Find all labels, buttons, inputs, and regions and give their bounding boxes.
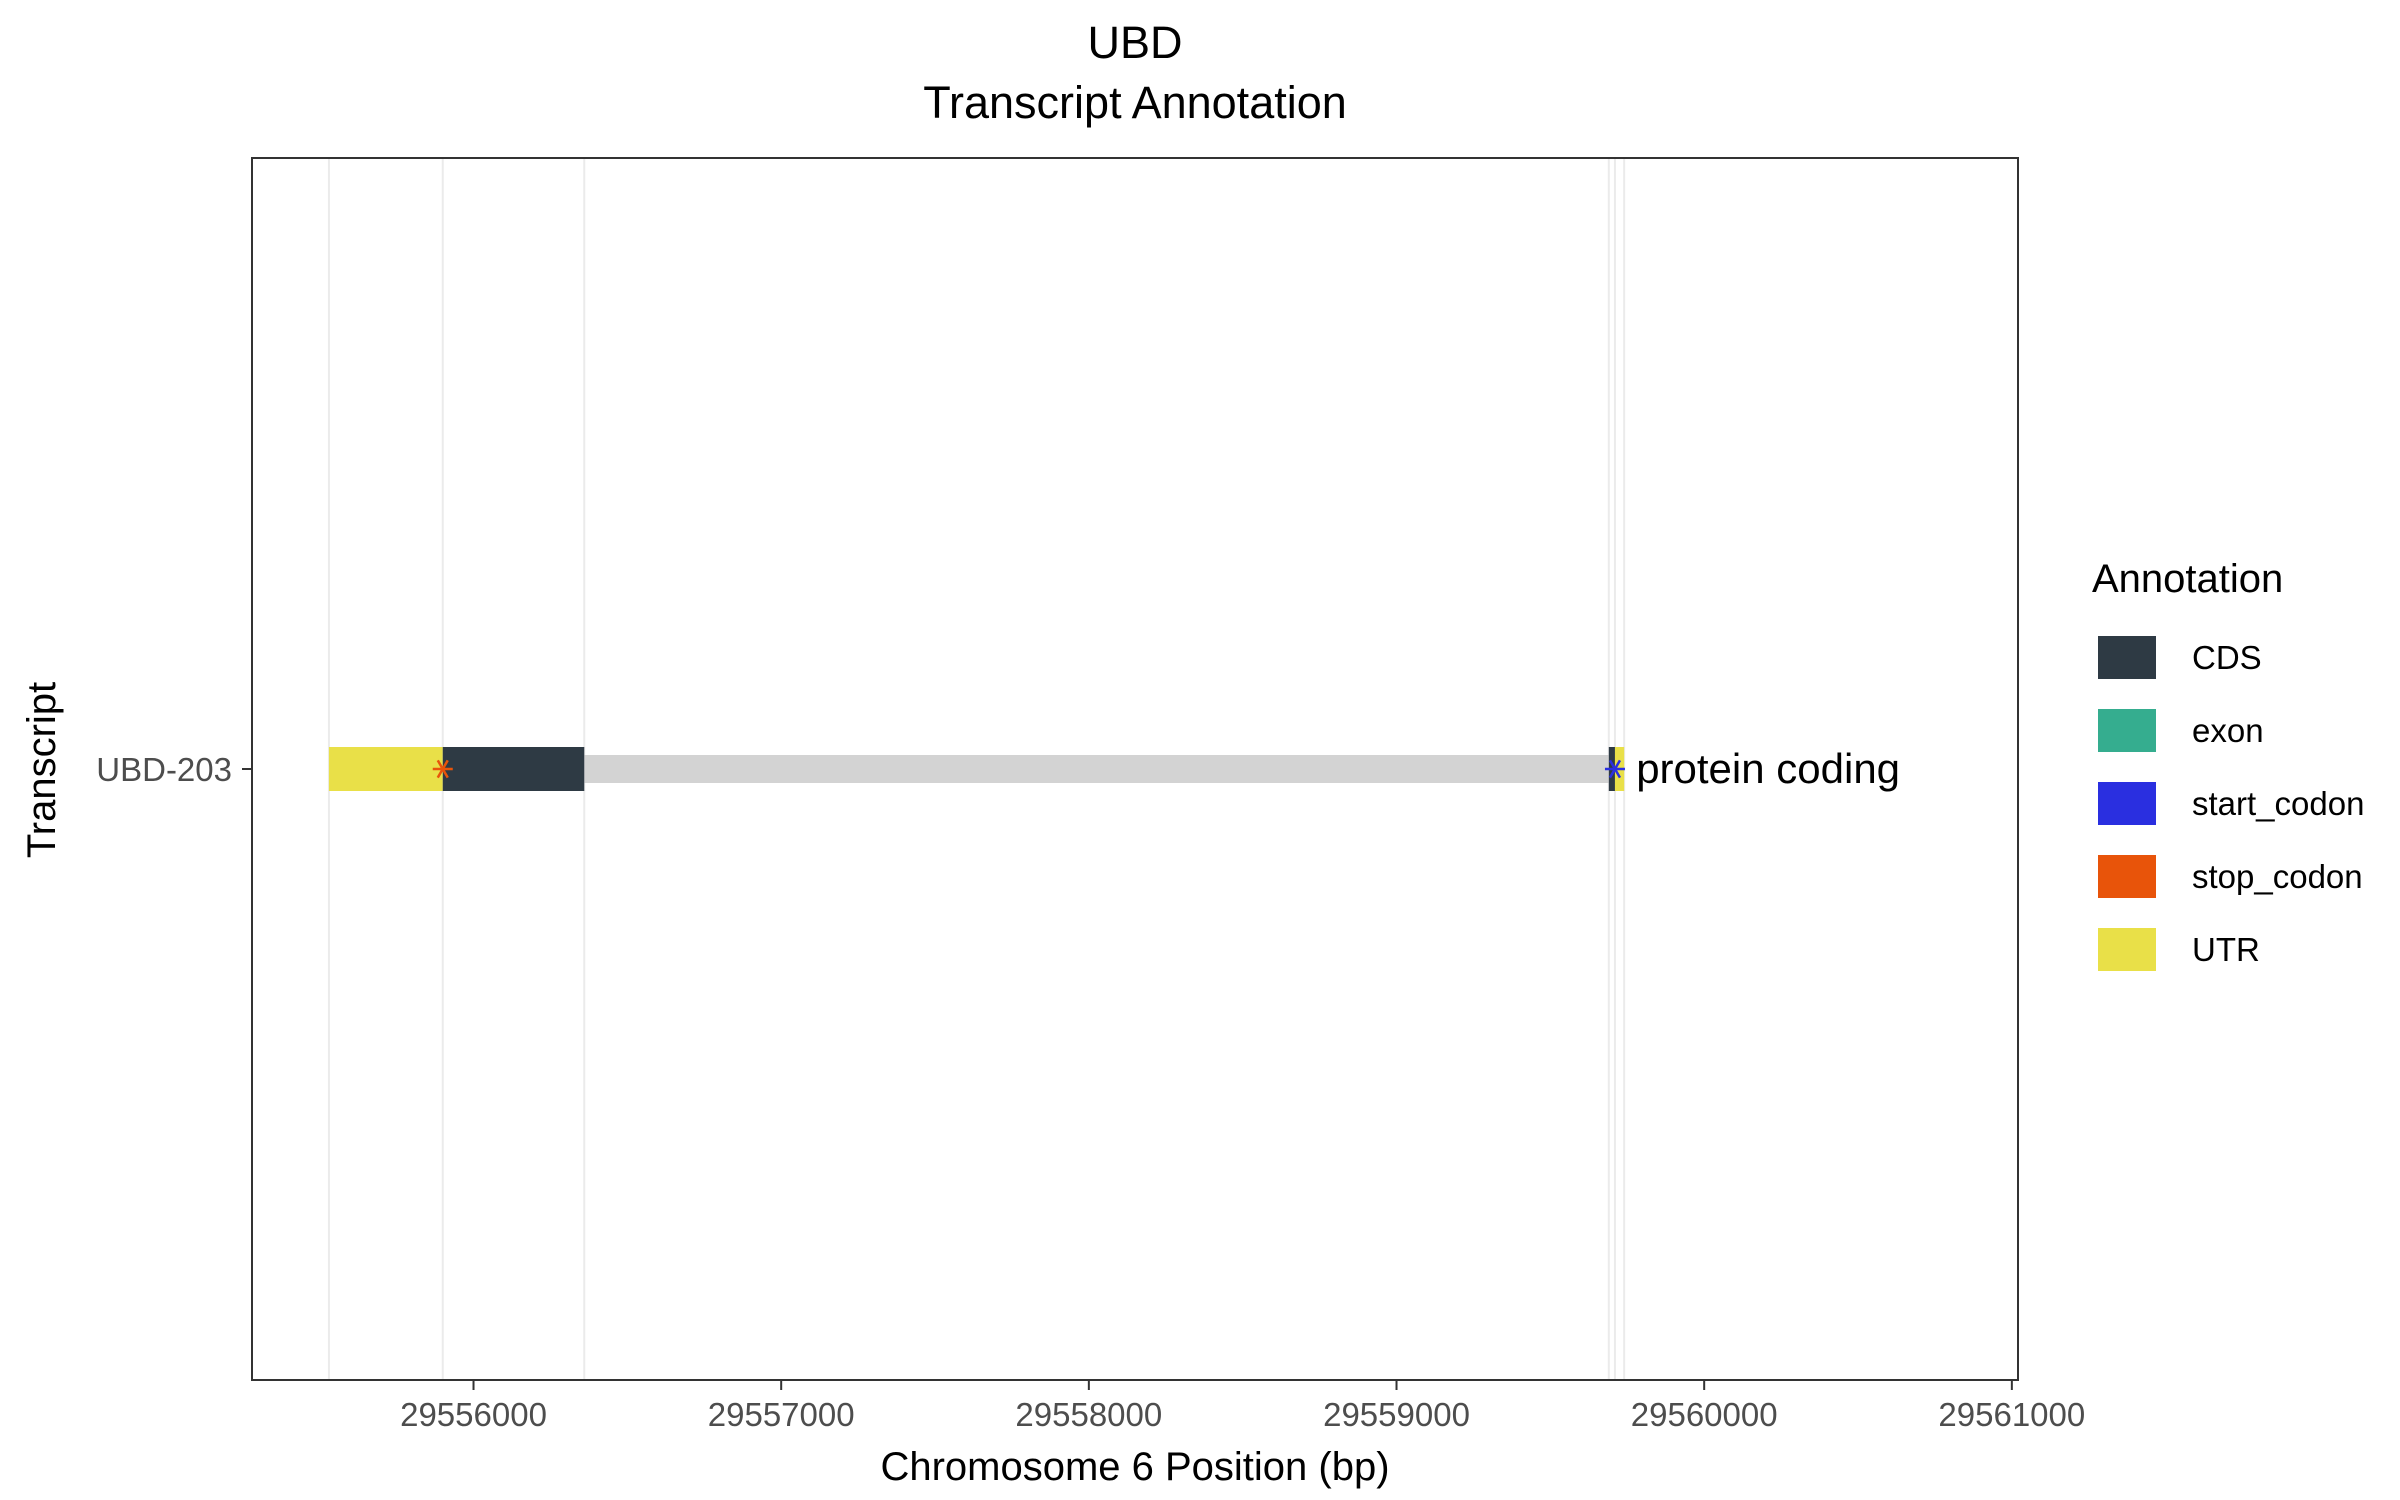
y-axis-title: Transcript [20, 682, 64, 858]
x-tick-label: 29559000 [1323, 1396, 1470, 1433]
chart-title: UBD [1087, 17, 1182, 68]
star-stroke [436, 759, 449, 779]
chart-subtitle: Transcript Annotation [923, 77, 1347, 128]
star-stroke [1608, 759, 1622, 779]
legend-swatch-start-codon [2098, 782, 2156, 825]
legend-label: stop_codon [2192, 858, 2363, 895]
x-axis: 29556000 29557000 29558000 29559000 29560000… [96, 751, 2085, 1433]
x-tick-label: 29557000 [708, 1396, 855, 1433]
utr-block [328, 747, 443, 791]
legend-swatch-cds [2098, 636, 2156, 679]
x-tick-label: 29561000 [1938, 1396, 2085, 1433]
transcript-tracks: protein coding [328, 745, 1900, 792]
legend-swatch-stop-codon [2098, 855, 2156, 898]
start-codon-marker [1604, 759, 1625, 779]
stop-codon-marker [432, 759, 453, 779]
intron-bar [584, 755, 1609, 783]
x-tick-label: 29560000 [1631, 1396, 1778, 1433]
legend: Annotation CDS exon start_codon stop_codon U… [2092, 557, 2364, 971]
legend-title: Annotation [2092, 557, 2283, 601]
legend-label: start_codon [2192, 785, 2364, 822]
cds-block [442, 747, 585, 791]
x-axis-title: Chromosome 6 Position (bp) [880, 1445, 1389, 1489]
legend-label: CDS [2192, 639, 2262, 676]
x-tick-label: 29558000 [1015, 1396, 1162, 1433]
x-tick-label: 29556000 [400, 1396, 547, 1433]
biotype-label: protein coding [1636, 745, 1900, 792]
legend-label: UTR [2192, 931, 2260, 968]
legend-label: exon [2192, 712, 2264, 749]
legend-swatch-utr [2098, 928, 2156, 971]
transcript-label: UBD-203 [96, 751, 232, 788]
legend-swatch-exon [2098, 709, 2156, 752]
